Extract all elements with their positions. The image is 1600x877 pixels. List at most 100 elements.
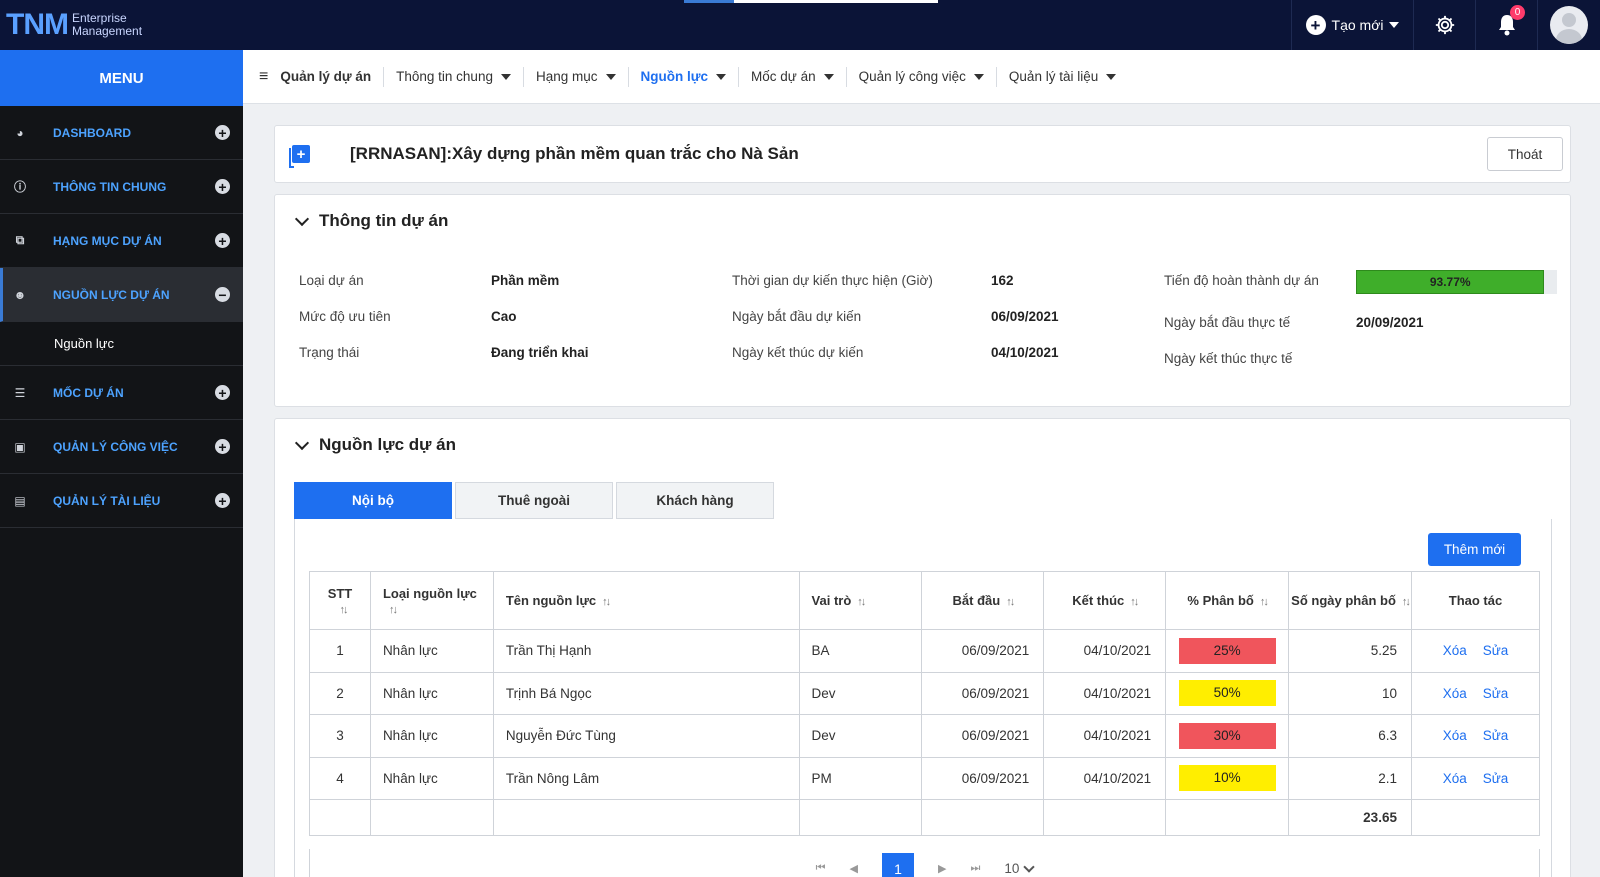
loading-strip — [684, 0, 938, 3]
estimated-time-label: Thời gian dự kiến thực hiện (Giờ) — [732, 273, 933, 288]
app-logo[interactable]: TNM Enterprise Management — [6, 4, 142, 46]
nav-document-management[interactable]: Quản lý tài liệu — [997, 67, 1128, 87]
prev-page-icon[interactable]: ◀ — [849, 863, 858, 875]
sidebar-item-document-management[interactable]: ▤ QUẢN LÝ TÀI LIỆU + — [0, 474, 243, 528]
col-header-start[interactable]: Bắt đầu ↑↓ — [921, 571, 1045, 630]
sidebar-item-project-categories[interactable]: ⧉ HẠNG MỤC DỰ ÁN + — [0, 214, 243, 268]
col-header-type[interactable]: Loại nguồn lực ↑↓ — [369, 571, 494, 630]
col-header-end[interactable]: Kết thúc ↑↓ — [1043, 571, 1167, 630]
progress-fill: 93.77% — [1356, 270, 1545, 294]
cell-type: Nhân lực — [369, 714, 494, 758]
delete-link[interactable]: Xóa — [1442, 685, 1467, 701]
delete-link[interactable]: Xóa — [1442, 643, 1467, 659]
cell-days: 10 — [1288, 671, 1412, 715]
sort-icon[interactable]: ↑↓ — [339, 603, 348, 616]
sidebar-item-milestones[interactable]: ☰ MỐC DỰ ÁN + — [0, 366, 243, 420]
add-new-button[interactable]: Thêm mới — [1428, 533, 1521, 566]
col-header-name[interactable]: Tên nguồn lực ↑↓ — [492, 571, 800, 630]
nav-categories[interactable]: Hạng mục — [524, 66, 629, 87]
add-document-icon[interactable]: + — [289, 145, 310, 168]
logo-mark: TNM — [6, 8, 69, 41]
cell-stt: 1 — [309, 629, 371, 673]
status-label: Trạng thái — [299, 345, 360, 360]
sidebar-subitem-resources[interactable]: Nguồn lực — [0, 322, 243, 366]
sort-icon[interactable]: ↑↓ — [1401, 596, 1411, 608]
actual-end-label: Ngày kết thúc thực tế — [1164, 351, 1293, 366]
edit-link[interactable]: Sửa — [1482, 643, 1509, 659]
sidebar-item-project-resources[interactable]: ☻ NGUỒN LỰC DỰ ÁN − — [0, 268, 243, 322]
sort-icon[interactable]: ↑↓ — [388, 603, 398, 616]
document-icon: ▤ — [14, 493, 26, 508]
section-title: Nguồn lực dự án — [319, 435, 457, 454]
sort-icon[interactable]: ↑↓ — [1259, 596, 1269, 608]
expand-icon[interactable]: + — [215, 125, 230, 140]
sidebar-item-task-management[interactable]: ▣ QUẢN LÝ CÔNG VIỆC + — [0, 420, 243, 474]
col-header-role[interactable]: Vai trò ↑↓ — [798, 571, 923, 630]
expand-icon[interactable]: + — [215, 493, 230, 508]
cell-end: 04/10/2021 — [1043, 629, 1167, 673]
cell-days: 6.3 — [1288, 714, 1412, 758]
project-info-toggle[interactable]: Thông tin dự án — [294, 211, 448, 231]
expand-icon[interactable]: + — [215, 233, 230, 248]
create-new-button[interactable]: + Tạo mới — [1291, 0, 1413, 50]
gear-icon — [1435, 15, 1454, 35]
progress-bar: 93.77% — [1356, 270, 1557, 294]
edit-link[interactable]: Sửa — [1482, 685, 1509, 701]
sort-icon[interactable]: ↑↓ — [857, 596, 866, 608]
edit-link[interactable]: Sửa — [1482, 728, 1509, 744]
settings-button[interactable] — [1413, 0, 1475, 50]
resources-table: STT ↑↓ Loại nguồn lực ↑↓ Tên nguồn lực ↑↓ V… — [309, 571, 1541, 836]
create-new-label: Tạo mới — [1331, 17, 1384, 33]
tab-customer[interactable]: Khách hàng — [616, 482, 774, 519]
nav-resources[interactable]: Nguồn lực — [629, 66, 740, 87]
user-menu[interactable] — [1537, 0, 1600, 50]
allocation-badge: 10% — [1178, 765, 1276, 792]
expand-icon[interactable]: + — [215, 385, 230, 400]
sidebar-item-general-info[interactable]: ⓘ THÔNG TIN CHUNG + — [0, 160, 243, 214]
delete-link[interactable]: Xóa — [1442, 728, 1467, 744]
cell-name: Nguyễn Đức Tùng — [492, 714, 800, 758]
first-page-icon[interactable]: ⏮ — [815, 862, 826, 874]
caret-down-icon — [823, 73, 834, 80]
tab-internal[interactable]: Nội bộ — [294, 482, 452, 519]
last-page-icon[interactable]: ⏭ — [970, 862, 981, 874]
status-value: Đang triển khai — [491, 345, 589, 360]
exit-button[interactable]: Thoát — [1487, 137, 1563, 171]
nav-label: Quản lý công việc — [858, 69, 966, 84]
cell-name: Trịnh Bá Ngọc — [492, 671, 800, 715]
caret-down-icon — [716, 73, 727, 80]
cell-actions: Xóa Sửa — [1410, 714, 1541, 758]
col-header-stt[interactable]: STT ↑↓ — [309, 571, 371, 630]
col-header-allocation[interactable]: % Phân bố ↑↓ — [1165, 571, 1290, 630]
next-page-icon[interactable]: ▶ — [937, 863, 947, 875]
caret-down-icon — [605, 73, 616, 80]
caret-down-icon — [1106, 73, 1117, 80]
sliders-icon: ☰ — [14, 385, 26, 400]
expand-icon[interactable]: + — [215, 179, 230, 194]
collapse-icon[interactable]: − — [215, 287, 230, 302]
resources-toggle[interactable]: Nguồn lực dự án — [294, 435, 457, 455]
page-size-select[interactable]: 10 — [1004, 860, 1036, 876]
notifications-button[interactable]: 0 — [1475, 0, 1537, 50]
col-header-days[interactable]: Số ngày phân bố ↑↓ — [1288, 571, 1412, 630]
sort-icon[interactable]: ↑↓ — [1130, 596, 1139, 608]
planned-start-label: Ngày bắt đầu dự kiến — [732, 309, 862, 324]
info-icon: ⓘ — [13, 180, 26, 194]
nav-task-management[interactable]: Quản lý công việc — [847, 66, 997, 87]
page-number-current[interactable]: 1 — [881, 852, 914, 877]
chevron-down-icon — [294, 435, 310, 450]
cell-allocation: 10% — [1165, 756, 1290, 800]
tab-outsourced[interactable]: Thuê ngoài — [455, 482, 613, 519]
expand-icon[interactable]: + — [215, 439, 230, 454]
edit-link[interactable]: Sửa — [1482, 770, 1509, 786]
nav-general-info[interactable]: Thông tin chung — [384, 66, 524, 87]
nav-milestones[interactable]: Mốc dự án — [739, 66, 847, 87]
cell-days: 5.25 — [1288, 629, 1412, 673]
sort-icon[interactable]: ↑↓ — [1006, 596, 1015, 608]
table-row: 1 Nhân lực Trần Thị Hạnh BA 06/09/2021 0… — [309, 629, 1541, 673]
delete-link[interactable]: Xóa — [1442, 770, 1467, 786]
nav-project-management[interactable]: ≡ Quản lý dự án — [259, 66, 385, 87]
hamburger-icon[interactable]: ≡ — [259, 67, 269, 85]
sort-icon[interactable]: ↑↓ — [602, 596, 611, 608]
sidebar-item-dashboard[interactable]: ◕ DASHBOARD + — [0, 106, 243, 160]
